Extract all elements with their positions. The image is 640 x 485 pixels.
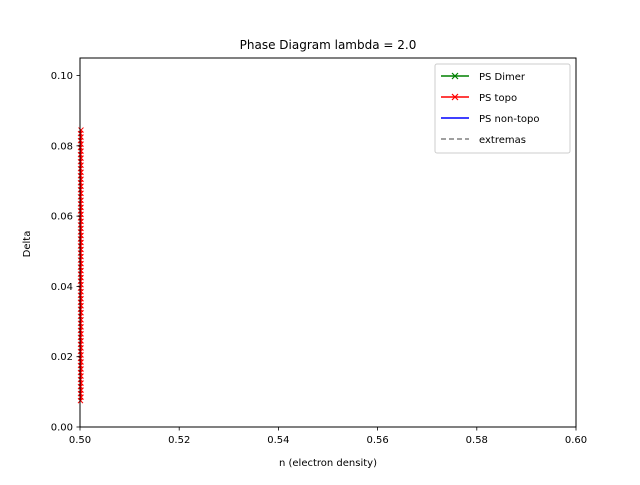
x-axis-label: n (electron density) (279, 458, 377, 469)
y-tick-label: 0.08 (51, 141, 73, 152)
y-axis-label: Delta (22, 231, 33, 258)
legend-label: extremas (479, 135, 526, 146)
legend-label: PS topo (479, 93, 517, 104)
y-tick-label: 0.10 (51, 71, 73, 82)
y-tick-label: 0.04 (51, 282, 73, 293)
x-tick-label: 0.52 (168, 435, 190, 446)
legend-label: PS non-topo (479, 114, 539, 125)
x-tick-label: 0.50 (69, 435, 91, 446)
y-tick-label: 0.02 (51, 352, 73, 363)
x-tick-label: 0.60 (565, 435, 587, 446)
x-tick-label: 0.54 (267, 435, 289, 446)
x-tick-label: 0.56 (366, 435, 388, 446)
legend: PS Dimer PS topo PS non-topo extremas (435, 64, 570, 153)
x-tick-label: 0.58 (466, 435, 488, 446)
chart-title: Phase Diagram lambda = 2.0 (240, 38, 417, 52)
legend-label: PS Dimer (479, 72, 526, 83)
y-tick-label: 0.06 (51, 212, 73, 223)
y-tick-label: 0.00 (51, 423, 73, 434)
